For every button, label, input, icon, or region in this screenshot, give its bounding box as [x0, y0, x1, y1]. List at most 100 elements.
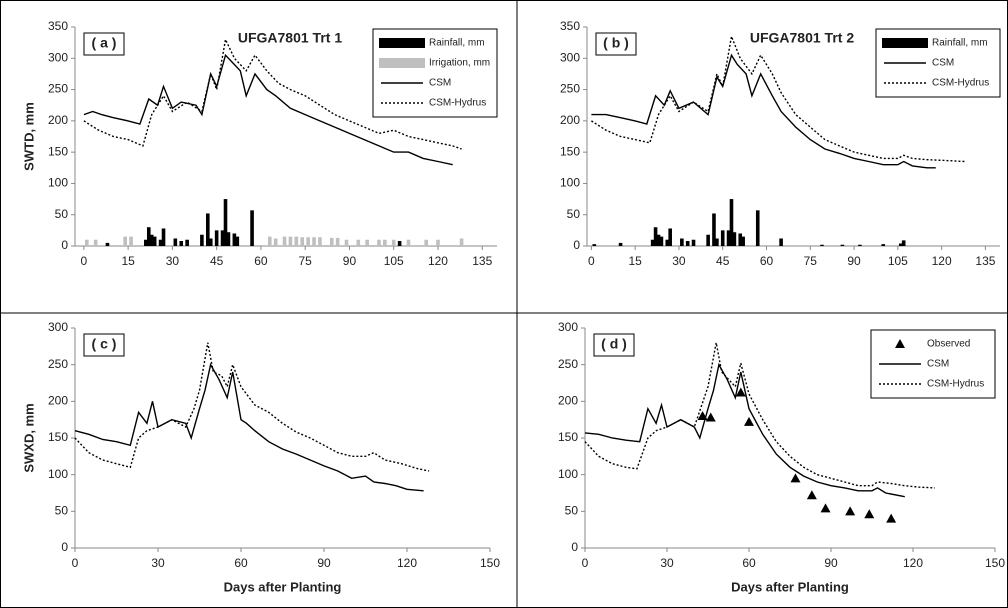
x-tick-label: 60 [234, 556, 248, 570]
y-tick-label: 300 [48, 50, 68, 64]
bar [685, 240, 690, 246]
y-tick-label: 250 [48, 82, 68, 96]
bar [232, 233, 237, 246]
bar [397, 240, 402, 246]
panel-label-box [595, 32, 637, 56]
bar [161, 228, 166, 246]
y-tick-label: 100 [48, 176, 68, 190]
y-tick-label: 200 [560, 113, 580, 127]
bar [738, 233, 743, 246]
x-axis-label: Days after Planting [224, 579, 342, 594]
y-tick-label: 150 [48, 144, 68, 158]
y-tick-label: 150 [558, 430, 578, 444]
y-tick-label: 150 [48, 430, 68, 444]
marker [806, 490, 817, 500]
x-tick-label: 150 [480, 556, 500, 570]
series-line [74, 362, 424, 492]
bar [129, 236, 133, 246]
y-tick-label: 100 [48, 467, 68, 481]
x-tick-label: 45 [210, 254, 224, 268]
marker [744, 416, 754, 426]
panel-label: ( a ) [92, 35, 117, 51]
bar [592, 244, 597, 246]
x-tick-label: 30 [151, 556, 165, 570]
bar [383, 239, 387, 246]
panel-label: ( c ) [92, 336, 117, 352]
x-tick-label: 90 [824, 556, 838, 570]
y-tick-label: 50 [55, 504, 69, 518]
x-tick-label: 135 [472, 254, 492, 268]
bar [820, 244, 824, 246]
x-tick-label: 105 [384, 254, 404, 268]
bar [123, 236, 127, 246]
bar [653, 227, 658, 246]
bar [208, 238, 213, 246]
x-tick-label: 120 [932, 254, 952, 268]
bar [288, 236, 293, 246]
x-tick-label: 15 [628, 254, 642, 268]
y-axis-label: SWXD, mm [21, 403, 36, 472]
bar [755, 210, 760, 246]
bar [273, 238, 278, 246]
legend-swatch [379, 38, 425, 48]
bar [726, 230, 731, 246]
bar [650, 239, 655, 246]
marker [735, 387, 746, 397]
bar [732, 232, 737, 246]
series-line [591, 33, 966, 163]
bar [306, 237, 310, 246]
x-tick-label: 90 [317, 556, 331, 570]
y-tick-label: 0 [571, 540, 578, 554]
x-tick-label: 105 [888, 254, 908, 268]
x-tick-label: 30 [660, 556, 674, 570]
y-tick-label: 300 [558, 320, 578, 334]
bar [712, 213, 716, 246]
bar [220, 230, 225, 246]
y-tick-label: 350 [560, 19, 580, 33]
bar [144, 239, 148, 246]
bar [459, 238, 464, 246]
bar [205, 213, 210, 246]
x-tick-label: 60 [254, 254, 268, 268]
bar [267, 236, 272, 246]
x-tick-label: 90 [343, 254, 357, 268]
y-tick-label: 0 [61, 540, 68, 554]
bar [424, 239, 428, 246]
series-line [591, 53, 936, 169]
bar [173, 238, 178, 246]
bar [706, 234, 710, 246]
marker [705, 412, 716, 422]
bar [618, 242, 623, 246]
bar [200, 234, 204, 246]
bar [214, 230, 219, 246]
legend-label: CSM-Hydrus [932, 78, 989, 89]
bar [335, 237, 340, 246]
bar [312, 237, 316, 246]
legend-label: CSM-Hydrus [429, 98, 486, 109]
legend-swatch [882, 38, 928, 48]
chart-title: UFGA7801 Trt 1 [238, 30, 342, 46]
panel-label-box [593, 333, 635, 357]
y-tick-label: 200 [558, 394, 578, 408]
bar [391, 239, 396, 246]
bar [152, 236, 157, 246]
bar [146, 227, 151, 246]
panel-label: ( d ) [601, 336, 627, 352]
bar [668, 228, 672, 246]
bar [179, 240, 184, 246]
legend-swatch [895, 339, 905, 348]
bar [294, 236, 299, 246]
y-tick-label: 300 [48, 320, 68, 334]
x-tick-label: 0 [72, 556, 79, 570]
bar [365, 239, 369, 246]
x-tick-label: 60 [742, 556, 756, 570]
y-tick-label: 200 [48, 113, 68, 127]
y-tick-label: 100 [558, 467, 578, 481]
legend-swatch [379, 58, 425, 68]
legend-label: Rainfall, mm [429, 38, 485, 49]
x-tick-label: 0 [588, 254, 595, 268]
bar [235, 236, 240, 246]
bar [741, 236, 745, 246]
